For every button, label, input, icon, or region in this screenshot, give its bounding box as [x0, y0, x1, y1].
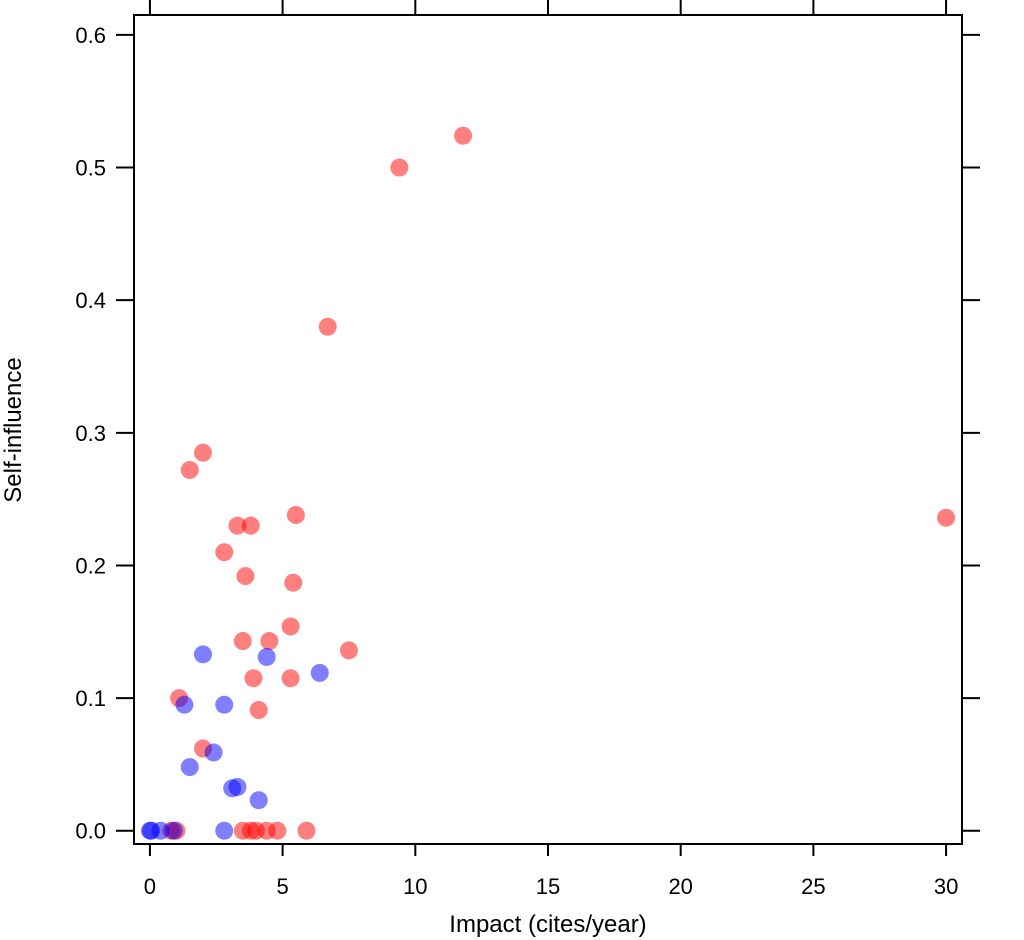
data-point-blue — [180, 758, 199, 777]
data-point-red — [244, 669, 263, 688]
x-tick-label: 25 — [801, 874, 825, 899]
y-tick-label: 0.0 — [75, 819, 106, 844]
data-point-blue — [215, 821, 234, 840]
data-points — [140, 126, 956, 840]
data-point-red — [180, 460, 199, 479]
data-point-blue — [257, 647, 276, 666]
data-point-red — [215, 543, 234, 562]
x-tick-label: 0 — [144, 874, 156, 899]
y-tick-label: 0.5 — [75, 156, 106, 181]
y-tick-label: 0.1 — [75, 686, 106, 711]
x-tick-label: 20 — [668, 874, 692, 899]
series-blue — [140, 645, 329, 840]
data-point-blue — [215, 695, 234, 714]
data-point-red — [284, 573, 303, 592]
x-axis: 0 5 10 15 20 25 30 — [144, 844, 958, 899]
y-tick-label: 0.6 — [75, 23, 106, 48]
right-axis-ticks — [962, 33, 980, 832]
data-point-blue — [151, 821, 170, 840]
data-point-red — [260, 632, 279, 651]
data-point-blue — [228, 777, 247, 796]
data-point-red — [286, 506, 305, 525]
data-point-red — [281, 617, 300, 636]
y-tick-label: 0.4 — [75, 288, 106, 313]
data-point-red — [281, 669, 300, 688]
plot-frame — [133, 14, 963, 845]
data-point-red — [194, 443, 212, 462]
x-tick-label: 10 — [403, 874, 427, 899]
data-point-blue — [249, 791, 268, 810]
series-red — [162, 126, 956, 840]
data-point-red — [236, 567, 255, 586]
data-point-red — [297, 821, 316, 840]
y-axis: 0.0 0.1 0.2 0.3 0.4 0.5 0.6 — [75, 23, 134, 844]
data-point-red — [318, 317, 337, 336]
data-point-red — [454, 126, 473, 145]
data-point-blue — [194, 645, 212, 664]
top-axis-ticks — [148, 0, 948, 15]
data-point-red — [241, 516, 260, 535]
data-point-red — [937, 508, 956, 527]
data-point-blue — [175, 695, 194, 714]
data-point-red — [339, 641, 358, 660]
data-point-red — [390, 158, 409, 177]
x-tick-label: 5 — [276, 874, 288, 899]
data-point-red — [249, 701, 268, 720]
x-tick-label: 30 — [934, 874, 958, 899]
data-point-blue — [164, 821, 183, 840]
x-tick-label: 15 — [536, 874, 560, 899]
x-axis-title: Impact (cites/year) — [449, 911, 646, 938]
data-point-red — [228, 516, 247, 535]
y-axis-title: Self-influence — [0, 357, 27, 502]
data-point-blue — [204, 743, 223, 762]
y-tick-label: 0.3 — [75, 421, 106, 446]
y-tick-label: 0.2 — [75, 553, 106, 578]
data-point-blue — [310, 663, 329, 682]
data-point-red — [233, 632, 252, 651]
data-point-red — [268, 821, 287, 840]
